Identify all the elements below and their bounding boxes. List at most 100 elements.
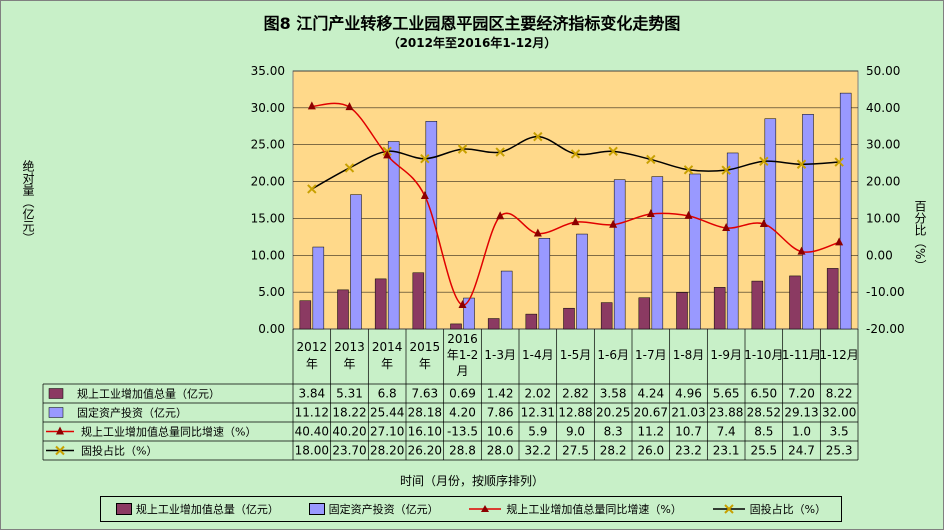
bar-fixed-investment	[764, 118, 777, 330]
marker-investment-share	[834, 157, 844, 167]
data-label: 12.31	[521, 406, 555, 420]
x-tick-label: 年	[306, 357, 318, 371]
data-label: 20.67	[634, 406, 668, 420]
legend-swatch-bar2	[308, 503, 325, 515]
legend-item-line2: 固投占比（%）	[712, 501, 826, 517]
data-label: 8.3	[604, 425, 623, 439]
x-tick-label: 1-6月	[597, 348, 629, 362]
bar-industrial-value	[450, 323, 462, 330]
line-growth-rate	[311, 102, 840, 306]
x-tick-label: 2013	[334, 340, 365, 354]
table-key-marker	[56, 426, 64, 435]
marker-growth-rate	[646, 209, 655, 218]
legend-label-bar1: 规上工业增加值总量（亿元）	[135, 503, 279, 516]
marker-investment-share	[721, 165, 731, 175]
x-tick-label: 1-11月	[782, 348, 821, 362]
marker-investment-share	[646, 154, 656, 165]
y-axis-left-label: 绝对量（亿元）	[21, 160, 35, 244]
data-label: 28.52	[747, 406, 781, 420]
bar-fixed-investment	[576, 233, 588, 330]
data-label: 10.7	[675, 425, 702, 439]
legend-swatch-bar1	[115, 503, 132, 515]
marker-investment-share	[344, 163, 355, 173]
marker-growth-rate	[571, 217, 580, 226]
data-label: 28.18	[408, 406, 442, 420]
marker-growth-rate	[458, 300, 467, 309]
legend-label-bar2: 固定资产投资（亿元）	[328, 503, 439, 516]
bar-industrial-value	[751, 280, 764, 330]
bar-industrial-value	[826, 268, 839, 330]
bar-fixed-investment	[425, 121, 438, 330]
marker-investment-share	[420, 154, 430, 164]
bar-fixed-investment	[500, 270, 513, 330]
marker-investment-share	[307, 184, 317, 194]
data-label: 6.8	[378, 387, 397, 401]
bar-fixed-investment	[312, 246, 325, 330]
data-label: 18.22	[332, 406, 366, 420]
legend: 规上工业增加值总量（亿元） 固定资产投资（亿元） 规上工业增加值总量同比增速（%…	[100, 496, 842, 522]
bar-fixed-investment	[387, 141, 400, 330]
data-label: 26.0	[637, 444, 664, 458]
bar-industrial-value	[412, 272, 425, 330]
data-label: 7.20	[788, 387, 815, 401]
legend-item-bar1: 规上工业增加值总量（亿元）	[115, 501, 279, 517]
data-label: 21.03	[671, 406, 705, 420]
data-label: 23.70	[332, 444, 366, 458]
bar-industrial-value	[638, 297, 651, 330]
data-label: 25.3	[826, 444, 853, 458]
plot-area	[292, 70, 859, 330]
y-tick-label-right: -10.00	[866, 285, 905, 299]
y-tick-label-left: 30.00	[251, 101, 285, 115]
marker-investment-share	[495, 147, 505, 157]
bar-fixed-investment	[651, 176, 664, 330]
data-label: 6.50	[750, 387, 777, 401]
x-tick-label: 1-10月	[744, 348, 783, 362]
x-tick-label: 月	[456, 364, 468, 378]
bar-industrial-value	[337, 289, 349, 330]
chart-title: 图8 江门产业转移工业园恩平园区主要经济指标变化走势图	[263, 14, 681, 33]
y-tick-label-right: 10.00	[866, 211, 900, 225]
marker-growth-rate	[496, 211, 505, 220]
marker-investment-share	[533, 131, 543, 142]
y-tick-label-right: 0.00	[866, 248, 893, 262]
data-label: 24.7	[788, 444, 815, 458]
bar-fixed-investment	[613, 179, 626, 330]
bar-fixed-investment	[463, 297, 475, 330]
legend-label-line2: 固投占比（%）	[749, 503, 827, 516]
x-axis-label: 时间（月份，按顺序排列）	[399, 474, 544, 488]
data-label: 18.00	[295, 444, 329, 458]
data-label: 4.20	[449, 406, 476, 420]
data-label: 20.25	[596, 406, 630, 420]
marker-growth-rate	[383, 150, 392, 159]
data-label: 3.58	[600, 387, 627, 401]
data-label: 4.24	[637, 387, 664, 401]
marker-growth-rate	[722, 223, 731, 232]
table-row-label: 规上工业增加值总量同比增速（%）	[81, 425, 256, 439]
bar-fixed-investment	[726, 152, 739, 330]
data-label: 8.22	[826, 387, 853, 401]
marker-investment-share	[570, 149, 581, 159]
data-label: 1.0	[792, 425, 811, 439]
marker-growth-rate	[797, 246, 806, 255]
legend-item-line1: 规上工业增加值总量同比增速（%）	[468, 501, 682, 517]
y-tick-label-right: -20.00	[866, 322, 905, 336]
legend-swatch-line2	[712, 504, 745, 514]
x-tick-label: 2015	[410, 340, 441, 354]
marker-investment-share	[608, 146, 618, 157]
bar-industrial-value	[789, 275, 801, 330]
bar-industrial-value	[299, 300, 312, 330]
data-label: 7.63	[411, 387, 438, 401]
data-label: 26.20	[408, 444, 442, 458]
data-label: 25.44	[370, 406, 404, 420]
table-row-label: 规上工业增加值总量（亿元）	[77, 387, 220, 401]
data-label: 7.4	[717, 425, 736, 439]
bar-industrial-value	[713, 287, 726, 330]
data-label: 4.96	[675, 387, 702, 401]
data-label: 28.20	[370, 444, 404, 458]
bar-industrial-value	[676, 292, 688, 330]
legend-item-bar2: 固定资产投资（亿元）	[308, 501, 439, 517]
data-label: 23.2	[675, 444, 702, 458]
x-tick-label: 1-8月	[673, 348, 705, 362]
y-tick-label-right: 30.00	[866, 138, 900, 152]
